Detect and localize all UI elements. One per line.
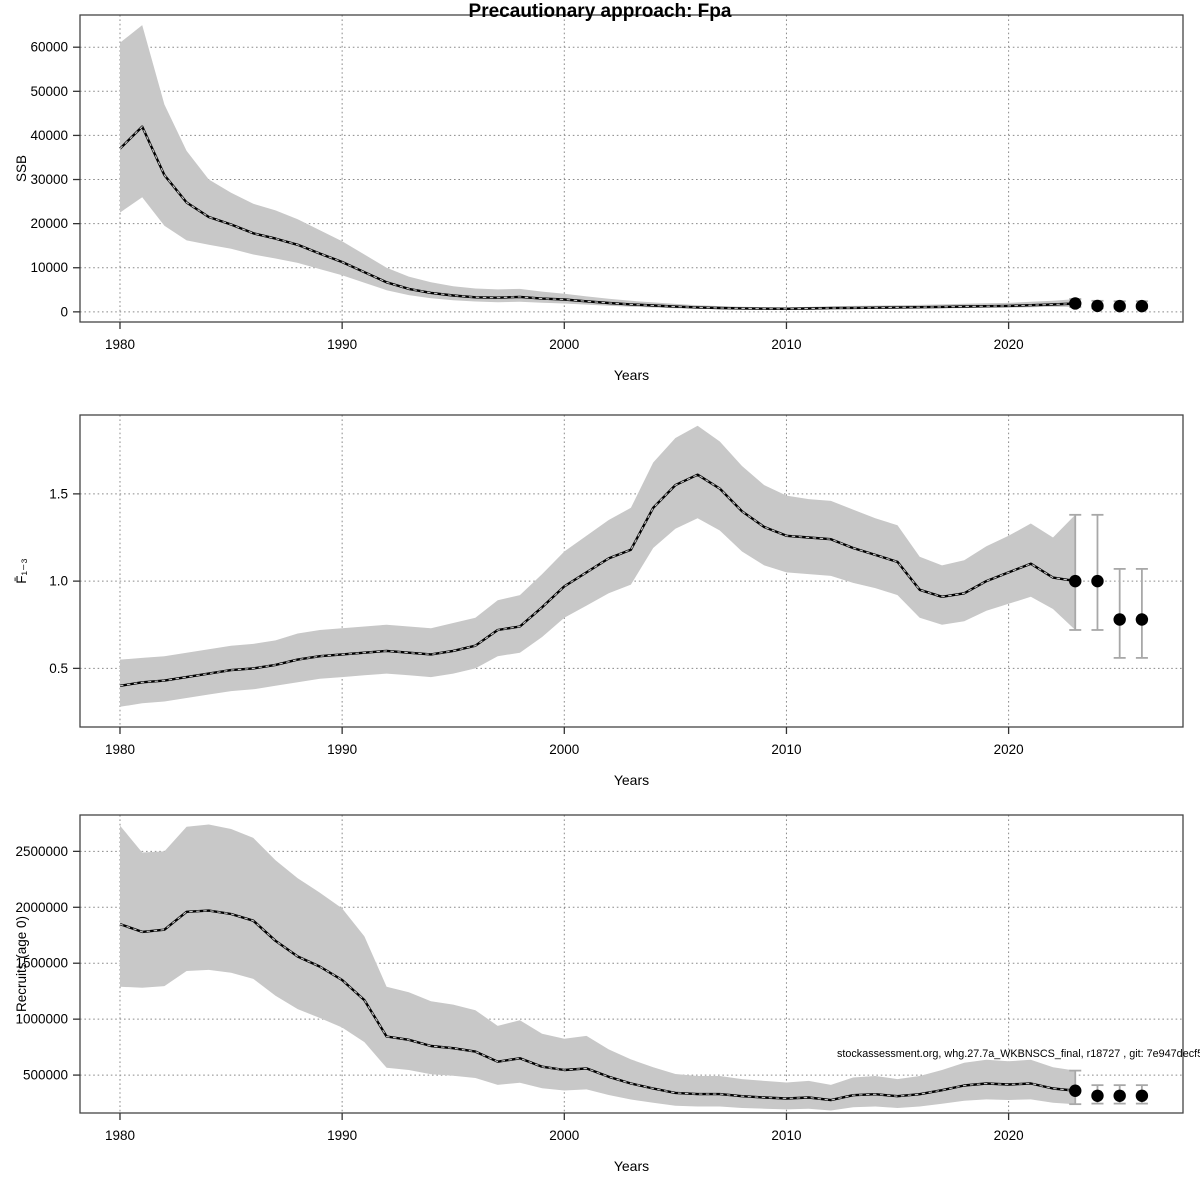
y-tick-label: 500000	[23, 1068, 68, 1083]
x-tick-label: 1990	[327, 742, 357, 757]
forecast-dot	[1113, 1089, 1126, 1102]
forecast-dot	[1135, 299, 1149, 313]
y-tick-label: 30000	[30, 172, 68, 187]
estimate-line-dash	[119, 910, 1076, 1101]
y-tick-label: 1.0	[49, 574, 68, 589]
x-tick-label: 2020	[994, 337, 1024, 352]
y-axis-title: Recruits (age 0)	[14, 916, 29, 1012]
x-tick-label: 2010	[771, 337, 801, 352]
y-tick-label: 0.5	[49, 661, 68, 676]
forecast-dot	[1069, 297, 1082, 310]
ssb-chart-panel: 1980 1990 2000 2010 2020 0 10000 20000 30000 4000…	[14, 14, 1184, 383]
y-tick-label: 10000	[30, 260, 68, 275]
y-tick-label: 2500000	[15, 844, 68, 859]
plot-box	[79, 814, 1184, 1114]
forecast-dot	[1091, 574, 1104, 588]
y-tick-label: 40000	[30, 128, 68, 143]
y-tick-label: 20000	[30, 216, 68, 231]
x-tick-label: 2020	[994, 742, 1024, 757]
x-tick-label: 2000	[549, 337, 579, 352]
forecast-dot	[1113, 299, 1126, 313]
confidence-band	[120, 25, 1076, 310]
estimate-line	[119, 473, 1076, 687]
x-tick-label: 2010	[771, 1128, 801, 1143]
forecast-points	[1069, 297, 1149, 313]
fbar-chart-panel: 1980 1990 2000 2010 2020 0.5 1.0 1.5 Years F̄₁₋₃	[14, 414, 1184, 788]
forecast-dot	[1113, 613, 1126, 626]
x-axis-title: Years	[614, 1158, 649, 1174]
y-tick-label: 1.5	[49, 486, 68, 501]
forecast-dot	[1091, 1089, 1104, 1102]
plot-box	[79, 414, 1184, 728]
y-axis-title: SSB	[14, 155, 29, 182]
axes: 1980 1990 2000 2010 2020 0.5 1.0 1.5	[49, 486, 1023, 757]
forecast-dot	[1069, 574, 1082, 588]
recruits-chart-panel: 1980 1990 2000 2010 2020 500000 1000000 1500000…	[14, 814, 1200, 1174]
forecast-dot	[1091, 299, 1104, 313]
y-axis-title: F̄₁₋₃	[14, 558, 29, 583]
y-tick-label: 50000	[30, 84, 68, 99]
x-axis-title: Years	[614, 367, 649, 383]
watermark-text: stockassessment.org, whg.27.7a_WKBNSCS_f…	[837, 1048, 1200, 1060]
x-tick-label: 1980	[105, 742, 135, 757]
x-tick-label: 2000	[549, 1128, 579, 1143]
x-axis-title: Years	[614, 772, 649, 788]
x-tick-label: 1980	[105, 1128, 135, 1143]
axes: 1980 1990 2000 2010 2020 0 10000 20000 30000 4000…	[30, 40, 1023, 352]
x-tick-label: 2020	[994, 1128, 1024, 1143]
y-tick-label: 2000000	[15, 900, 68, 915]
forecast-points	[1069, 513, 1149, 659]
y-tick-label: 1000000	[15, 1012, 68, 1027]
page-title: Precautionary approach: Fpa	[468, 1, 732, 22]
x-tick-label: 1990	[327, 337, 357, 352]
forecast-points	[1069, 1069, 1149, 1106]
x-tick-label: 2000	[549, 742, 579, 757]
forecast-dot	[1069, 1084, 1082, 1097]
x-tick-label: 1980	[105, 337, 135, 352]
plot-box	[79, 14, 1184, 323]
y-tick-label: 1500000	[15, 956, 68, 971]
confidence-band	[120, 824, 1076, 1111]
x-tick-label: 2010	[771, 742, 801, 757]
forecast-dot	[1135, 1089, 1149, 1102]
axes: 1980 1990 2000 2010 2020 500000 1000000 1500000…	[15, 844, 1023, 1143]
estimate-line-dash	[119, 125, 1076, 310]
y-tick-label: 60000	[30, 40, 68, 55]
forecast-dot	[1135, 613, 1149, 626]
gridlines	[80, 15, 1183, 322]
x-tick-label: 1990	[327, 1128, 357, 1143]
y-tick-label: 0	[60, 304, 68, 319]
